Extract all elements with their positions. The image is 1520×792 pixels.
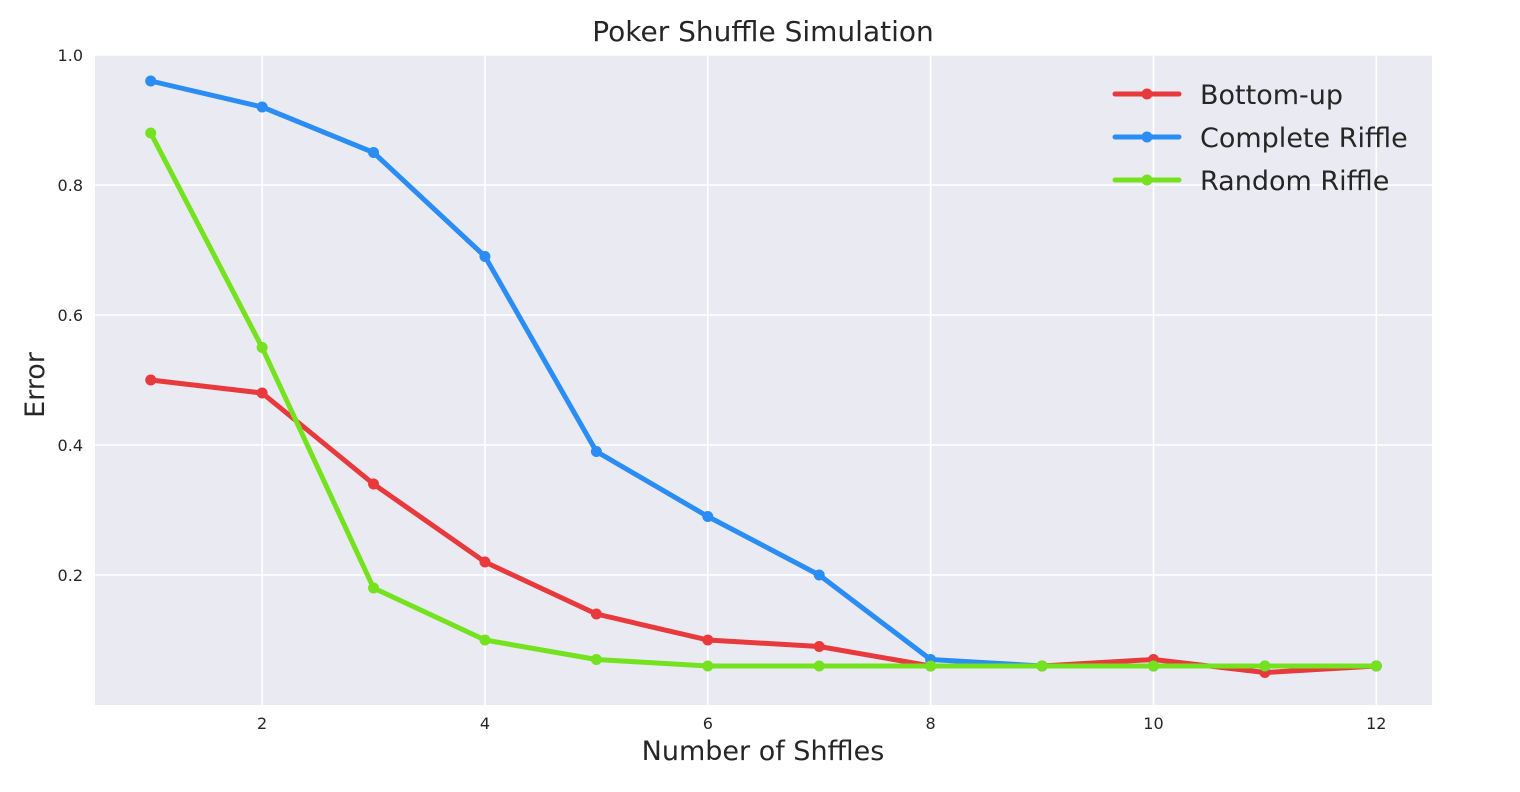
legend-label: Complete Riffle	[1200, 123, 1408, 154]
data-point	[1370, 660, 1382, 672]
data-point	[813, 660, 825, 672]
x-tick-labels: 2 4 6 8 10 12	[257, 714, 1386, 733]
data-point	[145, 127, 157, 139]
data-point	[479, 251, 491, 262]
legend-item: Complete Riffle	[1112, 123, 1408, 154]
plot-area	[95, 55, 1432, 705]
data-point	[813, 641, 825, 652]
data-point	[702, 511, 714, 522]
y-tick-label: 0.2	[58, 566, 83, 585]
legend-marker	[1141, 88, 1153, 100]
data-point	[813, 569, 825, 581]
x-tick-label: 6	[703, 714, 713, 733]
data-point	[1036, 660, 1048, 672]
y-axis-title: Error	[20, 351, 51, 418]
legend-item: Bottom-up	[1112, 80, 1343, 111]
data-point	[702, 634, 714, 646]
data-point	[145, 75, 157, 87]
legend: Bottom-up Complete Riffle Random Riffle	[1112, 80, 1408, 197]
data-point	[145, 374, 157, 386]
data-point	[368, 147, 380, 158]
data-point	[1259, 660, 1271, 672]
series-lines	[145, 75, 1382, 678]
y-tick-label: 0.6	[58, 306, 83, 325]
series-line	[148, 377, 1379, 675]
x-tick-label: 8	[926, 714, 936, 733]
legend-marker	[1141, 174, 1153, 186]
data-point	[590, 446, 602, 457]
data-point	[368, 478, 380, 490]
chart-title: Poker Shuffle Simulation	[592, 15, 933, 48]
data-point	[702, 660, 714, 672]
data-point	[590, 608, 602, 620]
x-tick-label: 4	[480, 714, 490, 733]
legend-item: Random Riffle	[1112, 166, 1389, 197]
y-tick-labels: 0.2 0.4 0.6 0.8 1.0	[58, 46, 83, 585]
y-tick-label: 0.4	[58, 436, 83, 455]
x-tick-label: 10	[1143, 714, 1163, 733]
x-axis-title: Number of Shffles	[642, 736, 885, 767]
x-tick-label: 2	[257, 714, 267, 733]
x-tick-label: 12	[1366, 714, 1386, 733]
series-random-riffle	[145, 127, 1382, 672]
y-tick-label: 0.8	[58, 176, 83, 195]
data-point	[1147, 660, 1159, 672]
data-point	[479, 556, 491, 568]
data-point	[256, 342, 268, 353]
legend-marker	[1141, 131, 1153, 143]
grid	[95, 54, 1432, 705]
data-point	[256, 387, 268, 399]
data-point	[368, 582, 380, 594]
data-point	[925, 660, 937, 672]
legend-label: Bottom-up	[1200, 80, 1343, 111]
data-point	[256, 101, 268, 113]
y-tick-label: 1.0	[58, 46, 83, 65]
data-point	[590, 654, 602, 665]
series-line	[148, 130, 1379, 669]
data-point	[479, 634, 491, 646]
legend-label: Random Riffle	[1200, 166, 1389, 197]
